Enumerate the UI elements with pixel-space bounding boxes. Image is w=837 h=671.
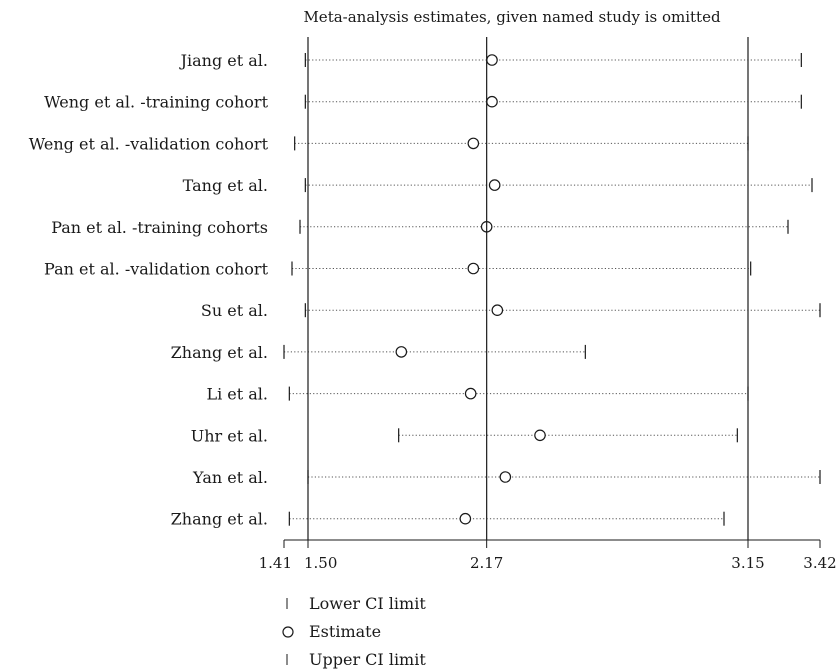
- study-label: Uhr et al.: [191, 426, 268, 445]
- estimate-point: [467, 262, 480, 275]
- legend-estimate: Estimate: [282, 622, 381, 641]
- estimate-point: [467, 137, 480, 150]
- x-axis: 1.41 1.50 2.17 3.15 3.42: [259, 37, 837, 572]
- estimate-point: [395, 346, 408, 358]
- study-row: Su et al.: [201, 301, 821, 320]
- study-row: Zhang et al.: [171, 343, 586, 362]
- estimate-circle-icon: [282, 626, 294, 638]
- estimate-point: [486, 54, 498, 66]
- study-label: Weng et al. -validation cohort: [29, 134, 269, 153]
- study-label: Zhang et al.: [171, 510, 268, 529]
- study-label: Zhang et al.: [171, 343, 268, 362]
- estimate-point: [491, 304, 504, 316]
- x-tick-label: 1.50: [304, 554, 337, 572]
- study-row: Yan et al.: [192, 468, 821, 487]
- study-row: Uhr et al.: [191, 426, 738, 445]
- study-label: Jiang et al.: [179, 51, 268, 70]
- study-row: Pan et al. -training cohorts: [51, 218, 789, 237]
- study-row: Tang et al.: [183, 176, 813, 195]
- estimate-point: [486, 95, 498, 108]
- study-label: Pan et al. -training cohorts: [51, 218, 268, 237]
- x-tick-label: 2.17: [470, 554, 503, 572]
- estimate-point: [488, 179, 501, 191]
- estimate-point: [464, 387, 477, 400]
- study-row: Jiang et al.: [179, 51, 802, 70]
- study-label: Tang et al.: [183, 176, 268, 195]
- study-row: Zhang et al.: [171, 510, 725, 529]
- legend-estimate-label: Estimate: [309, 622, 381, 641]
- study-row: Weng et al. -training cohort: [44, 93, 802, 112]
- study-row: Li et al.: [206, 385, 749, 404]
- study-label: Yan et al.: [192, 468, 268, 487]
- legend-upper-label: Upper CI limit: [309, 650, 426, 669]
- estimate-point: [459, 512, 472, 525]
- chart-title: Meta-analysis estimates, given named stu…: [303, 8, 720, 26]
- study-label: Pan et al. -validation cohort: [44, 260, 269, 279]
- x-tick-label: 1.41: [259, 554, 292, 572]
- study-label: Weng et al. -training cohort: [44, 93, 268, 112]
- study-row: Weng et al. -validation cohort: [29, 134, 749, 153]
- legend: Lower CI limit Estimate Upper CI limit: [282, 594, 426, 669]
- study-rows: Jiang et al. Weng et al. -training cohort…: [29, 51, 821, 529]
- x-tick-label: 3.42: [803, 554, 836, 572]
- estimate-point: [499, 471, 512, 483]
- legend-lower: Lower CI limit: [286, 594, 426, 613]
- study-label: Li et al.: [206, 385, 268, 404]
- legend-lower-label: Lower CI limit: [309, 594, 426, 613]
- study-label: Su et al.: [201, 301, 268, 320]
- estimate-point: [534, 429, 546, 442]
- x-tick-label: 3.15: [731, 554, 764, 572]
- legend-upper: Upper CI limit: [286, 650, 426, 669]
- study-row: Pan et al. -validation cohort: [44, 260, 752, 279]
